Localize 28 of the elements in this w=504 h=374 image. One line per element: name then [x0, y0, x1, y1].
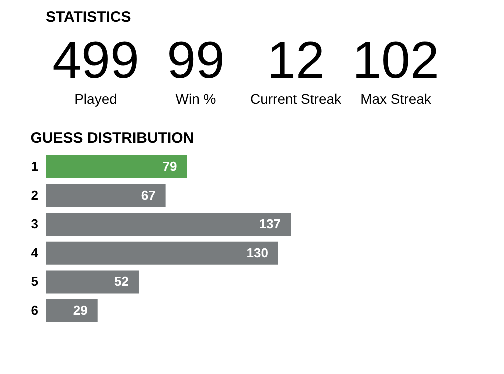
bar — [46, 155, 188, 178]
bar — [46, 242, 278, 265]
category-label: Win % — [176, 91, 216, 107]
data-label: 102 — [352, 32, 440, 90]
data-label: 130 — [246, 245, 268, 260]
bar — [46, 300, 98, 323]
bar — [46, 213, 291, 236]
y-tick-label: 2 — [31, 188, 38, 203]
y-tick-label: 4 — [31, 245, 40, 260]
data-label: 79 — [162, 158, 178, 174]
bar — [46, 270, 139, 294]
y-tick-label: 3 — [31, 216, 38, 232]
data-label: 67 — [141, 188, 156, 203]
category-label: Max Streak — [360, 91, 432, 107]
data-label: 137 — [259, 216, 281, 232]
data-label: 99 — [167, 32, 225, 90]
data-label: 52 — [114, 274, 129, 290]
y-tick-label: 1 — [31, 158, 38, 174]
chart-title: GUESS DISTRIBUTION — [30, 130, 194, 147]
y-tick-label: 5 — [31, 274, 38, 290]
data-label: 29 — [73, 303, 88, 318]
category-label: Current Streak — [250, 91, 343, 107]
category-label: Played — [74, 91, 118, 107]
data-label: 499 — [52, 32, 140, 90]
y-tick-label: 6 — [31, 303, 38, 318]
data-label: 12 — [267, 32, 325, 90]
bar — [46, 184, 166, 208]
text: STATISTICS — [46, 9, 132, 26]
